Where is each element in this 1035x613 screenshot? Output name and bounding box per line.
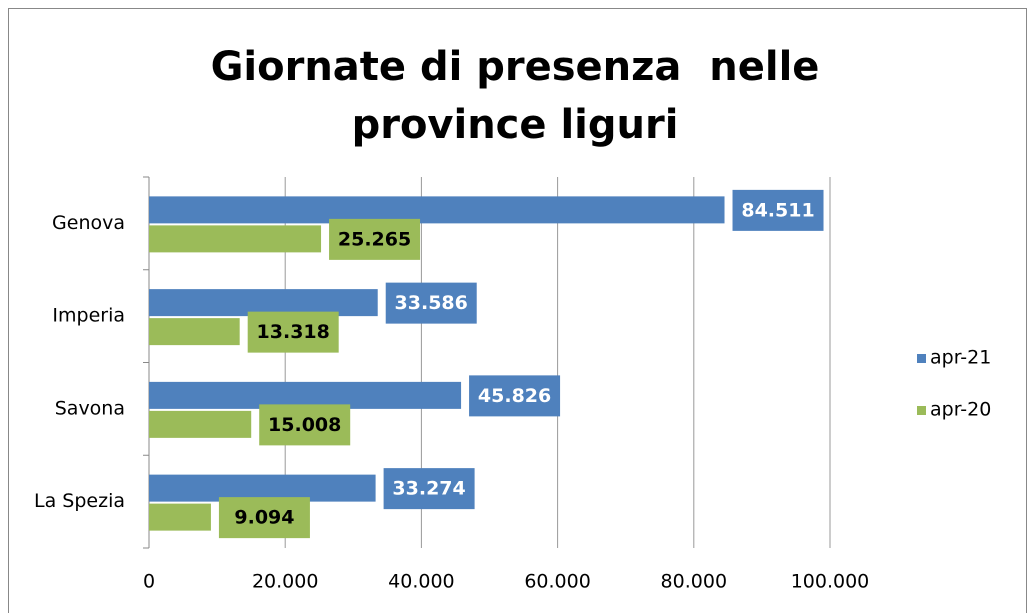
data-label-box — [469, 375, 561, 417]
y-tick-label: La Spezia — [34, 490, 125, 512]
legend-swatch — [917, 406, 926, 415]
legend-label: apr-21 — [930, 347, 991, 369]
data-label: 33.274 — [392, 478, 465, 500]
y-tick-label: Imperia — [52, 305, 125, 327]
chart-border — [8, 8, 1027, 613]
data-label: 25.265 — [338, 228, 411, 250]
legend-swatch — [917, 354, 926, 363]
bar — [149, 410, 252, 438]
bar — [149, 196, 725, 224]
data-label: 84.511 — [741, 199, 814, 221]
data-label: 9.094 — [234, 507, 294, 529]
data-label-box — [329, 218, 421, 260]
y-tick-label: Savona — [55, 397, 125, 419]
legend-label: apr-20 — [930, 399, 991, 421]
data-label: 13.318 — [257, 321, 330, 343]
data-label: 45.826 — [478, 385, 551, 407]
x-tick-label: 20.000 — [252, 571, 318, 593]
chart-title: Giornate di presenza nelle province ligu… — [210, 44, 834, 148]
data-label-box — [247, 311, 339, 353]
data-label-box — [259, 404, 351, 446]
data-label: 33.586 — [395, 292, 468, 314]
x-tick-label: 100.000 — [791, 571, 870, 593]
data-label-box — [732, 189, 824, 231]
x-tick-label: 40.000 — [388, 571, 454, 593]
y-tick-label: Genova — [52, 212, 125, 234]
data-label: 15.008 — [268, 414, 341, 436]
bar — [149, 318, 240, 346]
bar — [149, 225, 322, 253]
x-tick-label: 60.000 — [524, 571, 590, 593]
data-label-box — [218, 497, 310, 539]
data-label-box — [383, 468, 475, 510]
x-tick-label: 80.000 — [661, 571, 727, 593]
x-tick-label: 0 — [143, 571, 155, 593]
data-label-box — [385, 282, 477, 324]
bar — [149, 503, 211, 531]
